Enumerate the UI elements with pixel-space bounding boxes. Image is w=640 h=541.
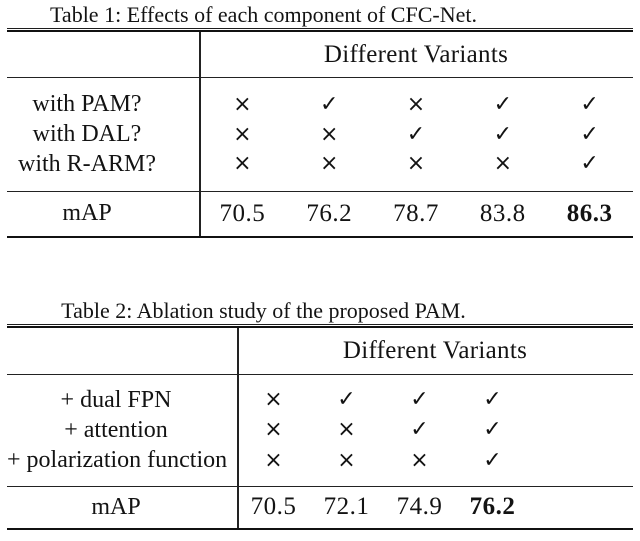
table-1-bottom-rule xyxy=(7,235,633,238)
map-label: mAP xyxy=(91,493,141,520)
variant-mark: × xyxy=(264,417,283,443)
row-label: + polarization function xyxy=(7,447,228,474)
table-1-variants-header: Different Variants xyxy=(323,40,509,68)
map-value-best: 86.3 xyxy=(566,199,613,227)
table-1-map-row: mAP 70.5 76.2 78.7 83.8 86.3 xyxy=(7,192,633,236)
map-value: 70.5 xyxy=(219,199,266,227)
variant-mark: × xyxy=(406,151,426,177)
table-1-column-separator xyxy=(199,32,201,236)
variant-mark: ✓ xyxy=(406,121,426,147)
table-1-header-row: Different Variants xyxy=(7,32,633,77)
variant-mark: ✓ xyxy=(337,387,356,413)
table-2-top-rule xyxy=(7,323,633,329)
variant-mark: × xyxy=(410,447,429,473)
map-value: 76.2 xyxy=(306,199,353,227)
variant-mark: ✓ xyxy=(483,447,502,473)
table-1: Table 1: Effects of each component of CF… xyxy=(7,0,633,238)
variant-mark: ✓ xyxy=(319,91,339,117)
table-1-footer-rule xyxy=(7,190,633,192)
table-2-bottom-rule xyxy=(7,527,633,530)
table-row: with DAL? × × ✓ ✓ ✓ xyxy=(7,120,633,150)
table-1-grid: Different Variants with PAM? × ✓ × ✓ ✓ w… xyxy=(7,32,633,236)
variant-mark: × xyxy=(319,151,339,177)
table-1-body: with PAM? × ✓ × ✓ ✓ with DAL? × × ✓ ✓ ✓ … xyxy=(7,78,633,190)
variant-mark: ✓ xyxy=(410,417,429,443)
variant-mark: × xyxy=(233,151,252,177)
table-2-grid: Different Variants + dual FPN × ✓ ✓ ✓ + … xyxy=(7,328,633,528)
table-2: Table 2: Ablation study of the proposed … xyxy=(7,296,633,530)
variant-mark: × xyxy=(264,447,283,473)
map-value: 78.7 xyxy=(393,199,439,227)
map-value: 83.8 xyxy=(479,199,526,227)
map-label: mAP xyxy=(62,200,112,227)
table-row: + dual FPN × ✓ ✓ ✓ xyxy=(7,385,633,415)
variant-mark: ✓ xyxy=(483,417,502,443)
variant-mark: × xyxy=(264,387,283,413)
variant-mark: ✓ xyxy=(493,91,512,117)
table-row: + attention × × ✓ ✓ xyxy=(7,415,633,445)
map-value: 72.1 xyxy=(323,493,370,521)
table-row: + polarization function × × × ✓ xyxy=(7,446,633,476)
variant-mark: ✓ xyxy=(493,121,512,147)
table-row: with R-ARM? × × × × ✓ xyxy=(7,149,633,179)
table-2-footer-rule xyxy=(7,485,633,487)
variant-mark: × xyxy=(319,121,339,147)
table-2-column-separator xyxy=(237,328,239,528)
table-row: with PAM? × ✓ × ✓ ✓ xyxy=(7,90,633,120)
variant-mark: ✓ xyxy=(580,91,599,117)
variant-mark: ✓ xyxy=(580,151,599,177)
variant-mark: × xyxy=(233,91,252,117)
table-1-header-rule xyxy=(7,77,633,79)
row-label: with PAM? xyxy=(32,91,142,118)
variant-mark: × xyxy=(233,121,252,147)
row-label: with DAL? xyxy=(32,121,142,148)
row-label: with R-ARM? xyxy=(18,150,156,177)
map-value: 70.5 xyxy=(250,493,297,521)
table-2-body: + dual FPN × ✓ ✓ ✓ + attention × × ✓ ✓ +… xyxy=(7,375,633,486)
map-value-best: 76.2 xyxy=(469,493,516,521)
variant-mark: × xyxy=(493,151,512,177)
variant-mark: ✓ xyxy=(410,387,429,413)
table-2-header-rule xyxy=(7,374,633,376)
variant-mark: ✓ xyxy=(483,387,502,413)
table-2-caption: Table 2: Ablation study of the proposed … xyxy=(61,297,466,323)
table-2-map-row: mAP 70.5 72.1 74.9 76.2 xyxy=(7,487,633,528)
variant-mark: × xyxy=(406,91,426,117)
table-2-header-row: Different Variants xyxy=(7,328,633,374)
map-value: 74.9 xyxy=(396,493,443,521)
row-label: + attention xyxy=(64,416,168,443)
variant-mark: ✓ xyxy=(580,121,599,147)
row-label: + dual FPN xyxy=(60,386,172,413)
variant-mark: × xyxy=(337,447,356,473)
variant-mark: × xyxy=(337,417,356,443)
table-1-top-rule xyxy=(7,28,633,33)
table-2-variants-header: Different Variants xyxy=(342,337,528,365)
table-1-caption: Table 1: Effects of each component of CF… xyxy=(50,2,477,27)
